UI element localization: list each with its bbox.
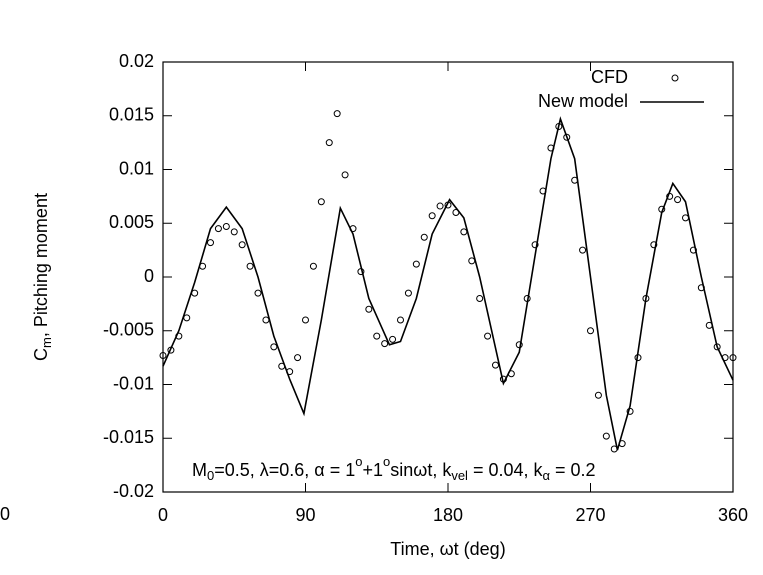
cfd-point [476,295,484,302]
cfd-point [650,241,658,249]
plot-frame [162,61,734,493]
x-tick-label: 90 [295,505,315,525]
cfd-point [729,354,737,362]
cfd-point [420,233,428,241]
x-tick-label: 0 [158,505,168,525]
cfd-point [254,289,262,297]
y-tick-label: 0 [144,266,154,286]
model-line [162,116,734,451]
annotation-part: = 0.04, k [468,460,544,480]
y-tick-label: 0.02 [119,51,154,71]
cfd-point [397,316,404,324]
annotation-part: =0.5, λ=0.6, α = 1 [214,460,355,480]
cfd-point [246,262,254,270]
y-tick-label: -0.02 [113,481,154,501]
cfd-point [262,316,270,324]
annotation-part: +1 [362,460,383,480]
cfd-point [436,202,444,210]
y-axis-label-part: C [31,348,51,361]
legend-label: New model [538,91,628,111]
cfd-point [531,241,539,249]
annotation-part: M [192,460,207,480]
cfd-point [341,171,349,179]
cfd-point [587,327,594,335]
y-tick-label: -0.015 [103,427,154,447]
annotation: M0=0.5, λ=0.6, α = 1o+1osinωt, kvel = 0.… [192,454,596,483]
legend-marker [671,74,679,82]
annotation-part: = 0.2 [550,460,596,480]
cfd-point [594,391,602,399]
annotation-part: sinωt, k [390,460,452,480]
annotation-part: o [383,454,390,469]
x-axis-label: Time, ωt (deg) [390,539,505,559]
cfd-point [468,257,476,265]
cfd-point [302,316,309,324]
cfd-point [333,110,341,118]
annotation-part: vel [451,468,468,483]
edge-label: 0 [0,504,10,524]
cfd-point [404,289,412,297]
annotation-part: o [355,454,362,469]
cfd-point [460,228,468,236]
x-tick-label: 180 [433,505,463,525]
cfd-point [230,228,238,236]
cfd-point [563,133,571,141]
cfd-point [373,332,381,340]
cfd-point [492,361,499,369]
x-tick-label: 270 [575,505,605,525]
cfd-point [159,351,167,359]
cfd-point [270,343,278,351]
y-axis-label-part: m [39,337,54,348]
cfd-point [674,196,682,204]
legend-label: CFD [591,67,628,87]
cfd-point [389,335,397,343]
cfd-point [412,260,420,268]
cfd-point [183,314,191,322]
cfd-point [207,239,214,247]
x-tick-label: 360 [718,505,748,525]
cfd-point [294,354,302,362]
cfd-point [682,214,689,222]
cfd-point [214,225,222,233]
annotation-part: 0 [207,468,214,483]
y-tick-label: 0.005 [109,212,154,232]
y-tick-label: 0.01 [119,158,154,178]
y-axis-label: Cm, Pitching moment [31,193,55,361]
cfd-point [484,332,492,340]
y-tick-label: 0.015 [109,105,154,125]
cfd-point [222,222,230,230]
cfd-point [317,198,325,206]
cfd-point [381,340,389,348]
cfd-point [238,241,246,249]
cfd-point [602,432,610,440]
y-axis-label-part: , Pitching moment [31,193,51,337]
cfd-point [579,246,587,254]
cfd-point [309,262,317,270]
cfd-point [428,212,436,220]
annotation-part: α [543,468,551,483]
cfd-point [325,139,333,147]
y-tick-label: -0.005 [103,320,154,340]
y-tick-label: -0.01 [113,373,154,393]
cfd-point [365,305,373,313]
